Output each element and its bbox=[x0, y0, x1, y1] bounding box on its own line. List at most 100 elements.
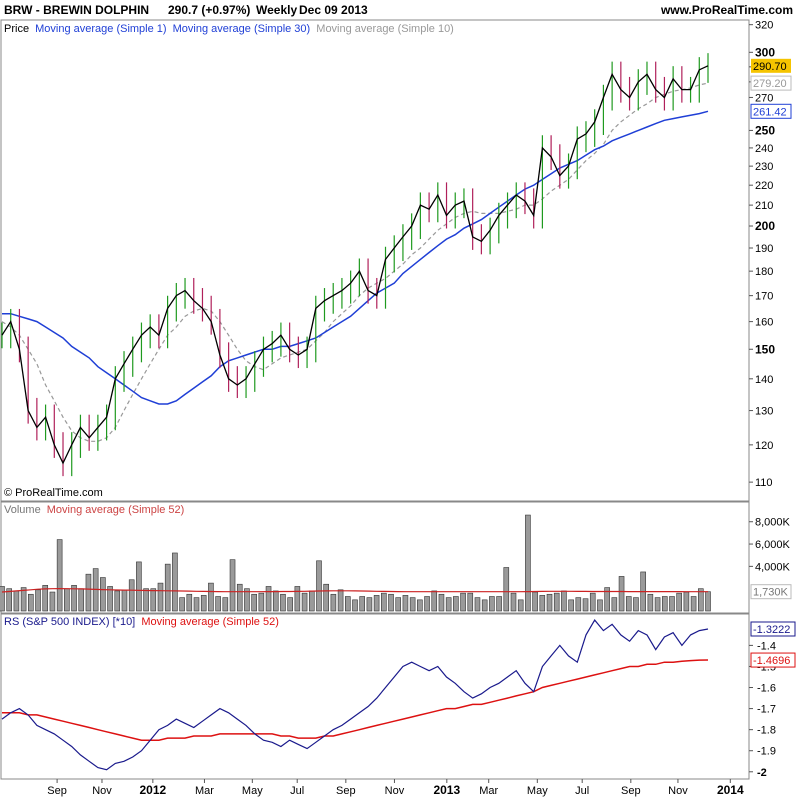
volume-bar bbox=[56, 539, 63, 612]
price-value-box bbox=[751, 58, 791, 73]
volume-bar bbox=[215, 596, 221, 612]
volume-bar bbox=[121, 589, 128, 612]
volume-bar bbox=[647, 593, 654, 612]
volume-bar bbox=[265, 586, 272, 612]
rs-legend: RS (S&P 500 INDEX) [*10] Moving average … bbox=[4, 616, 279, 628]
volume-bar bbox=[417, 599, 423, 612]
volume-bar bbox=[35, 589, 41, 612]
volume-bar bbox=[453, 596, 459, 612]
legend-ma1: Moving average (Simple 1) bbox=[35, 23, 166, 35]
rs-value-box bbox=[750, 621, 796, 637]
rs-ma-line bbox=[2, 659, 709, 741]
volume-bar bbox=[597, 599, 603, 612]
price-value-label: 290.70 bbox=[753, 61, 787, 73]
header-quote: 290.7 (+0.97%) bbox=[168, 3, 250, 17]
legend-rs-ma: Moving average (Simple 52) bbox=[141, 616, 279, 628]
volume-bar bbox=[20, 587, 27, 612]
price-tick-label: 140 bbox=[755, 374, 773, 386]
volume-bar bbox=[200, 595, 207, 612]
rs-tick-label: -1.6 bbox=[757, 683, 776, 695]
volume-bar bbox=[107, 586, 113, 612]
volume-bar bbox=[618, 576, 625, 612]
volume-bar bbox=[251, 593, 257, 612]
volume-bar bbox=[366, 597, 373, 612]
volume-bar bbox=[381, 592, 387, 612]
volume-bar bbox=[316, 560, 322, 612]
volume-bar bbox=[186, 593, 193, 612]
volume-bar bbox=[611, 597, 618, 612]
volume-bar bbox=[6, 588, 13, 612]
price-tick-label: 320 bbox=[755, 20, 773, 32]
volume-bar bbox=[690, 596, 697, 612]
volume-tick-label: 6,000K bbox=[755, 539, 791, 551]
volume-bar bbox=[460, 592, 466, 612]
volume-bar bbox=[136, 561, 142, 612]
price-tick-label: 120 bbox=[755, 440, 773, 452]
rs-line bbox=[1, 619, 709, 771]
volume-bar bbox=[525, 514, 531, 612]
price-value-box bbox=[750, 103, 792, 119]
volume-bar bbox=[352, 599, 358, 612]
price-line bbox=[1, 65, 709, 465]
volume-bar bbox=[330, 593, 337, 612]
volume-bar bbox=[71, 585, 77, 612]
volume-bar bbox=[359, 596, 366, 612]
rs-value-label: -1.4696 bbox=[753, 655, 790, 667]
volume-bar bbox=[280, 593, 286, 612]
rs-tick-label: -1.4 bbox=[757, 640, 776, 652]
volume-bar bbox=[150, 588, 157, 612]
volume-bar bbox=[489, 596, 495, 612]
volume-bar bbox=[287, 597, 293, 612]
volume-bar bbox=[539, 595, 546, 612]
volume-bar bbox=[438, 593, 445, 612]
volume-bar bbox=[424, 596, 430, 612]
rs-value-label: -1.3222 bbox=[753, 624, 790, 636]
price-plot bbox=[1, 53, 709, 477]
legend-ma10: Moving average (Simple 10) bbox=[316, 23, 454, 35]
volume-bar bbox=[532, 591, 538, 612]
price-value-label: 279.20 bbox=[753, 78, 787, 90]
x-tick-label: May bbox=[527, 785, 548, 797]
ma30-line bbox=[2, 110, 709, 405]
volume-bar bbox=[445, 597, 452, 612]
price-tick-label: 110 bbox=[755, 477, 773, 489]
volume-bar bbox=[388, 593, 394, 612]
volume-legend: Volume Moving average (Simple 52) bbox=[4, 504, 184, 516]
volume-bar bbox=[676, 592, 682, 612]
volume-bar bbox=[654, 597, 661, 612]
x-tick-label: Sep bbox=[621, 785, 641, 797]
x-tick-label: May bbox=[242, 785, 263, 797]
volume-bar bbox=[85, 573, 92, 612]
price-tick-label: 250 bbox=[755, 123, 775, 137]
price-tick-label: 220 bbox=[755, 180, 773, 192]
x-tick-label: Jul bbox=[290, 785, 304, 797]
volume-bar bbox=[143, 588, 149, 612]
volume-bar bbox=[582, 598, 589, 612]
volume-bar bbox=[236, 583, 243, 612]
legend-price: Price bbox=[4, 23, 29, 35]
volume-bar bbox=[575, 597, 582, 612]
price-tick-label: 130 bbox=[755, 406, 773, 418]
copyright: © ProRealTime.com bbox=[4, 487, 103, 499]
volume-value-box bbox=[750, 584, 792, 600]
x-tick-label: Mar bbox=[479, 785, 498, 797]
x-tick-label: 2012 bbox=[139, 783, 166, 797]
volume-bar bbox=[229, 559, 236, 612]
volume-bar bbox=[64, 588, 70, 612]
volume-tick-label: 8,000K bbox=[755, 517, 791, 529]
volume-bar bbox=[589, 592, 596, 612]
price-panel bbox=[0, 19, 750, 502]
header-symbol: BRW - BREWIN DOLPHIN bbox=[4, 3, 149, 17]
price-tick-label: 230 bbox=[755, 161, 773, 173]
volume-bar bbox=[100, 577, 106, 612]
legend-rs: RS (S&P 500 INDEX) [*10] bbox=[4, 616, 135, 628]
rs-tick-label: -1.9 bbox=[757, 746, 776, 758]
price-tick-label: 190 bbox=[755, 243, 773, 255]
volume-plot bbox=[0, 514, 711, 612]
legend-volume: Volume bbox=[4, 504, 41, 516]
volume-bar bbox=[344, 596, 351, 612]
ma10-line bbox=[1, 82, 709, 442]
price-tick-label: 180 bbox=[755, 266, 773, 278]
volume-bar bbox=[546, 593, 553, 612]
